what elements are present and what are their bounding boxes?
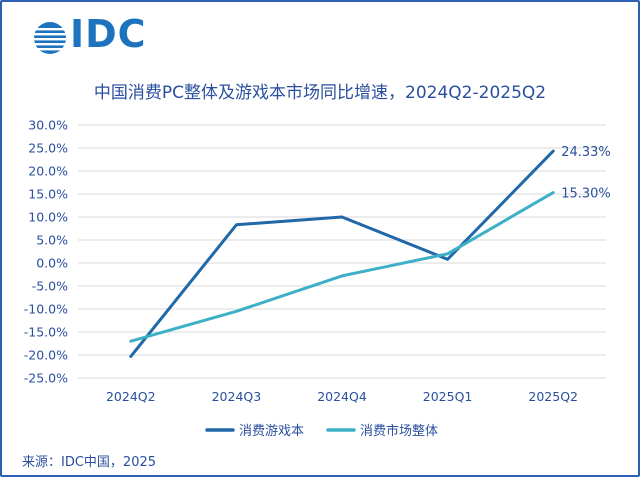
globe-icon [32,22,68,54]
series-line-1 [129,149,555,358]
legend-label: 消费游戏本 [239,424,304,439]
end-data-label: 15.30% [561,187,611,202]
x-tick-label: 2024Q2 [106,389,156,404]
x-tick-label: 2025Q2 [528,389,578,404]
x-tick-label: 2024Q3 [212,389,262,404]
y-tick-label: 15.0% [28,187,68,202]
source-note: 来源：IDC中国，2025 [22,455,157,470]
x-tick-label: 2024Q4 [317,389,367,404]
y-tick-label: 25.0% [28,141,68,156]
x-tick-label: 2025Q1 [423,389,473,404]
y-tick-label: 10.0% [28,210,68,225]
idc-logo [32,22,68,54]
y-tick-label: -25.0% [24,371,68,386]
chart-title: 中国消费PC整体及游戏本市场同比增速，2024Q2-2025Q2 [93,83,547,103]
legend-label: 消费市场整体 [360,423,438,439]
series-line-2 [129,191,555,343]
y-tick-label: 20.0% [28,164,68,179]
y-tick-label: -10.0% [24,302,68,317]
y-tick-label: 30.0% [28,118,68,133]
logo-text: IDC [70,12,147,56]
y-tick-label: 0.0% [36,256,68,271]
y-tick-label: -20.0% [24,348,68,363]
end-data-label: 24.33% [561,145,611,160]
y-tick-label: -5.0% [32,279,68,294]
y-tick-label: 5.0% [36,233,68,248]
y-tick-label: -15.0% [24,325,68,340]
